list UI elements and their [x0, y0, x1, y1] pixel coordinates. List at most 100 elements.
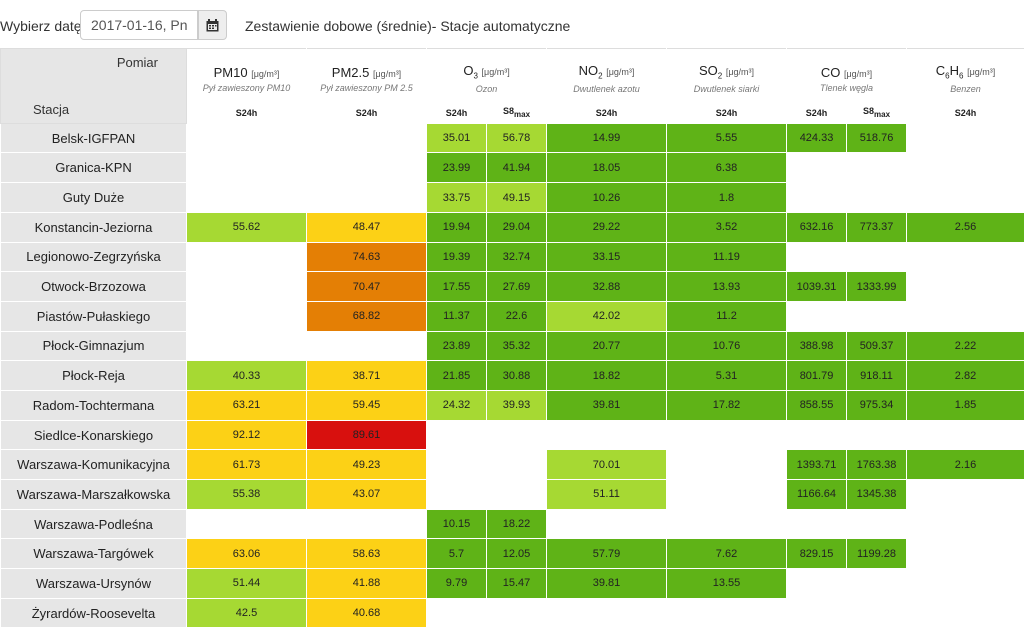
value-cell[interactable]: 3.52 — [667, 212, 787, 242]
value-cell[interactable]: 42.5 — [187, 598, 307, 628]
value-cell[interactable]: 518.76 — [847, 123, 907, 153]
value-cell[interactable]: 49.23 — [307, 450, 427, 480]
value-cell[interactable]: 1199.28 — [847, 539, 907, 569]
value-cell[interactable]: 18.05 — [547, 153, 667, 183]
value-cell[interactable]: 56.78 — [487, 123, 547, 153]
value-cell[interactable]: 1166.64 — [787, 480, 847, 510]
value-cell[interactable]: 63.06 — [187, 539, 307, 569]
value-cell[interactable]: 1039.31 — [787, 272, 847, 302]
value-cell[interactable]: 22.6 — [487, 301, 547, 331]
value-cell[interactable]: 39.81 — [547, 390, 667, 420]
value-cell[interactable]: 6.38 — [667, 153, 787, 183]
value-cell[interactable]: 918.11 — [847, 361, 907, 391]
value-cell[interactable]: 41.94 — [487, 153, 547, 183]
value-cell[interactable]: 42.02 — [547, 301, 667, 331]
value-cell[interactable]: 5.7 — [427, 539, 487, 569]
value-cell[interactable]: 509.37 — [847, 331, 907, 361]
value-cell[interactable]: 19.94 — [427, 212, 487, 242]
value-cell[interactable]: 49.15 — [487, 183, 547, 213]
value-cell[interactable]: 10.15 — [427, 509, 487, 539]
station-name[interactable]: Konstancin-Jeziorna — [1, 212, 187, 242]
value-cell[interactable]: 32.74 — [487, 242, 547, 272]
value-cell[interactable]: 29.22 — [547, 212, 667, 242]
value-cell[interactable]: 23.99 — [427, 153, 487, 183]
value-cell[interactable]: 70.01 — [547, 450, 667, 480]
value-cell[interactable]: 70.47 — [307, 272, 427, 302]
value-cell[interactable]: 30.88 — [487, 361, 547, 391]
value-cell[interactable]: 10.76 — [667, 331, 787, 361]
value-cell[interactable]: 24.32 — [427, 390, 487, 420]
value-cell[interactable]: 11.37 — [427, 301, 487, 331]
value-cell[interactable]: 39.93 — [487, 390, 547, 420]
value-cell[interactable]: 39.81 — [547, 569, 667, 599]
date-input[interactable]: 2017-01-16, Pn — [80, 10, 198, 40]
value-cell[interactable]: 18.22 — [487, 509, 547, 539]
station-name[interactable]: Otwock-Brzozowa — [1, 272, 187, 302]
station-name[interactable]: Piastów-Pułaskiego — [1, 301, 187, 331]
value-cell[interactable]: 1.8 — [667, 183, 787, 213]
value-cell[interactable]: 13.55 — [667, 569, 787, 599]
value-cell[interactable]: 388.98 — [787, 331, 847, 361]
station-name[interactable]: Warszawa-Podleśna — [1, 509, 187, 539]
value-cell[interactable]: 68.82 — [307, 301, 427, 331]
column-header-co[interactable]: CO [μg/m³] Tlenek węgla — [787, 49, 907, 103]
value-cell[interactable]: 773.37 — [847, 212, 907, 242]
value-cell[interactable]: 48.47 — [307, 212, 427, 242]
station-name[interactable]: Legionowo-Zegrzyńska — [1, 242, 187, 272]
value-cell[interactable]: 27.69 — [487, 272, 547, 302]
value-cell[interactable]: 32.88 — [547, 272, 667, 302]
station-name[interactable]: Warszawa-Komunikacyjna — [1, 450, 187, 480]
value-cell[interactable]: 5.55 — [667, 123, 787, 153]
value-cell[interactable]: 1345.38 — [847, 480, 907, 510]
value-cell[interactable]: 975.34 — [847, 390, 907, 420]
value-cell[interactable]: 40.68 — [307, 598, 427, 628]
value-cell[interactable]: 43.07 — [307, 480, 427, 510]
value-cell[interactable]: 63.21 — [187, 390, 307, 420]
value-cell[interactable]: 14.99 — [547, 123, 667, 153]
value-cell[interactable]: 12.05 — [487, 539, 547, 569]
station-name[interactable]: Płock-Reja — [1, 361, 187, 391]
value-cell[interactable]: 2.82 — [907, 361, 1024, 391]
value-cell[interactable]: 7.62 — [667, 539, 787, 569]
value-cell[interactable]: 11.19 — [667, 242, 787, 272]
value-cell[interactable]: 10.26 — [547, 183, 667, 213]
column-header-pm10[interactable]: PM10 [μg/m³] Pył zawieszony PM10 — [187, 49, 307, 103]
value-cell[interactable]: 23.89 — [427, 331, 487, 361]
value-cell[interactable]: 5.31 — [667, 361, 787, 391]
value-cell[interactable]: 1393.71 — [787, 450, 847, 480]
value-cell[interactable]: 40.33 — [187, 361, 307, 391]
value-cell[interactable]: 1.85 — [907, 390, 1024, 420]
value-cell[interactable]: 2.22 — [907, 331, 1024, 361]
value-cell[interactable]: 1763.38 — [847, 450, 907, 480]
value-cell[interactable]: 41.88 — [307, 569, 427, 599]
value-cell[interactable]: 35.01 — [427, 123, 487, 153]
column-header-pm25[interactable]: PM2.5 [μg/m³] Pył zawieszony PM 2.5 — [307, 49, 427, 103]
value-cell[interactable]: 33.75 — [427, 183, 487, 213]
value-cell[interactable]: 55.38 — [187, 480, 307, 510]
value-cell[interactable]: 51.11 — [547, 480, 667, 510]
value-cell[interactable]: 2.16 — [907, 450, 1024, 480]
value-cell[interactable]: 15.47 — [487, 569, 547, 599]
station-name[interactable]: Żyrardów-Roosevelta — [1, 598, 187, 628]
station-name[interactable]: Granica-KPN — [1, 153, 187, 183]
value-cell[interactable]: 632.16 — [787, 212, 847, 242]
value-cell[interactable]: 17.55 — [427, 272, 487, 302]
value-cell[interactable]: 18.82 — [547, 361, 667, 391]
value-cell[interactable]: 17.82 — [667, 390, 787, 420]
value-cell[interactable]: 55.62 — [187, 212, 307, 242]
station-name[interactable]: Siedlce-Konarskiego — [1, 420, 187, 450]
station-name[interactable]: Warszawa-Targówek — [1, 539, 187, 569]
value-cell[interactable]: 89.61 — [307, 420, 427, 450]
calendar-button[interactable] — [198, 10, 227, 40]
value-cell[interactable]: 2.56 — [907, 212, 1024, 242]
station-name[interactable]: Warszawa-Marszałkowska — [1, 480, 187, 510]
value-cell[interactable]: 424.33 — [787, 123, 847, 153]
value-cell[interactable]: 61.73 — [187, 450, 307, 480]
value-cell[interactable]: 9.79 — [427, 569, 487, 599]
value-cell[interactable]: 92.12 — [187, 420, 307, 450]
station-name[interactable]: Radom-Tochtermana — [1, 390, 187, 420]
column-header-c6h6[interactable]: C6H6 [μg/m³] Benzen — [907, 49, 1024, 103]
value-cell[interactable]: 20.77 — [547, 331, 667, 361]
value-cell[interactable]: 801.79 — [787, 361, 847, 391]
value-cell[interactable]: 1333.99 — [847, 272, 907, 302]
